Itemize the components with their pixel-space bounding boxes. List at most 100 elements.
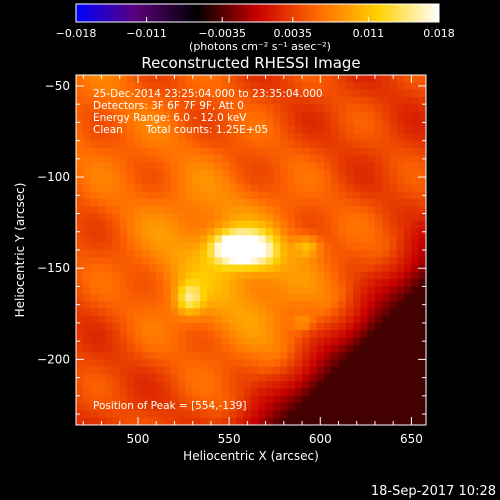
heatmap-cell (382, 126, 391, 134)
heatmap-cell (404, 352, 413, 360)
heatmap-cell (83, 104, 92, 113)
heatmap-cell (411, 264, 420, 273)
heatmap-cell (258, 191, 267, 200)
heatmap-cell (251, 184, 259, 193)
heatmap-cell (280, 111, 289, 120)
heatmap-cell (199, 104, 208, 113)
heatmap-cell (404, 75, 413, 83)
heatmap-cell (345, 337, 354, 346)
heatmap-cell (112, 198, 121, 207)
heatmap-cell (207, 410, 216, 419)
heatmap-cell (148, 220, 157, 229)
heatmap-cell (287, 257, 296, 266)
heatmap-cell (345, 359, 354, 368)
heatmap-cell (105, 235, 114, 244)
heatmap-cell (323, 271, 332, 280)
heatmap-cell (287, 417, 296, 425)
heatmap-cell (272, 133, 281, 142)
heatmap-cell (323, 82, 332, 91)
heatmap-cell (119, 118, 128, 127)
heatmap-cell (280, 388, 289, 397)
heatmap-cell (170, 155, 179, 164)
heatmap-cell (294, 177, 303, 185)
heatmap-cell (243, 126, 252, 134)
heatmap-cell (236, 388, 245, 397)
heatmap-cell (185, 308, 194, 317)
heatmap-cell (272, 213, 281, 222)
heatmap-cell (251, 322, 259, 331)
heatmap-cell (112, 352, 121, 360)
heatmap-cell (141, 410, 150, 419)
heatmap-cell (272, 308, 281, 317)
heatmap-cell (374, 228, 383, 237)
annotation-counts: Total counts: 1.25E+05 (145, 124, 268, 136)
heatmap-cell (76, 271, 84, 280)
heatmap-cell (156, 395, 165, 404)
heatmap-cell (287, 220, 296, 229)
heatmap-cell (272, 242, 281, 251)
heatmap-cell (127, 228, 135, 237)
heatmap-cell (156, 337, 165, 346)
heatmap-cell (148, 344, 157, 353)
heatmap-cell (360, 198, 369, 207)
heatmap-cell (119, 410, 128, 419)
heatmap-cell (331, 257, 340, 266)
heatmap-cell (112, 337, 121, 346)
heatmap-cell (331, 388, 340, 397)
heatmap-cell (163, 337, 172, 346)
heatmap-cell (309, 330, 318, 339)
heatmap-cell (265, 206, 274, 215)
footer-timestamp: 18-Sep-2017 10:28 (371, 484, 496, 499)
heatmap-cell (112, 242, 121, 251)
heatmap-cell (170, 220, 179, 229)
heatmap-cell (83, 126, 92, 134)
heatmap-cell (251, 89, 259, 98)
heatmap-cell (396, 395, 405, 404)
heatmap-cell (178, 213, 186, 222)
heatmap-cell (367, 410, 376, 419)
heatmap-cell (156, 359, 165, 368)
heatmap-cell (396, 366, 405, 375)
heatmap-cell (236, 301, 245, 309)
heatmap-cell (199, 395, 208, 404)
colorbar-units-label: (photons cm⁻² s⁻¹ asec⁻²) (189, 40, 331, 53)
heatmap-cell (163, 410, 172, 419)
heatmap-cell (105, 206, 114, 215)
heatmap-cell (331, 293, 340, 302)
heatmap-cell (258, 352, 267, 360)
heatmap-cell (316, 352, 325, 360)
heatmap-cell (251, 403, 259, 412)
heatmap-cell (309, 96, 318, 105)
heatmap-cell (265, 82, 274, 91)
heatmap-cell (265, 220, 274, 229)
heatmap-cell (170, 104, 179, 113)
heatmap-cell (404, 264, 413, 273)
heatmap-cell (345, 417, 354, 425)
heatmap-cell (105, 410, 114, 419)
heatmap-cell (331, 177, 340, 185)
heatmap-cell (287, 344, 296, 353)
heatmap-cell (367, 337, 376, 346)
heatmap-cell (83, 82, 92, 91)
heatmap-cell (229, 279, 238, 288)
heatmap-cell (404, 337, 413, 346)
heatmap-cell (156, 140, 165, 149)
heatmap-cell (323, 344, 332, 353)
heatmap-cell (258, 169, 267, 178)
heatmap-cell (127, 75, 135, 83)
heatmap-cell (294, 271, 303, 280)
heatmap-cell (258, 308, 267, 317)
heatmap-cell (323, 162, 332, 171)
heatmap-cell (76, 111, 84, 120)
heatmap-cell (207, 366, 216, 375)
heatmap-cell (127, 111, 135, 120)
heatmap-cell (367, 220, 376, 229)
heatmap-cell (294, 352, 303, 360)
heatmap-cell (119, 206, 128, 215)
heatmap-cell (258, 89, 267, 98)
heatmap-cell (360, 126, 369, 134)
heatmap-cell (404, 344, 413, 353)
heatmap-cell (134, 155, 143, 164)
heatmap-cell (170, 264, 179, 273)
heatmap-cell (148, 213, 157, 222)
